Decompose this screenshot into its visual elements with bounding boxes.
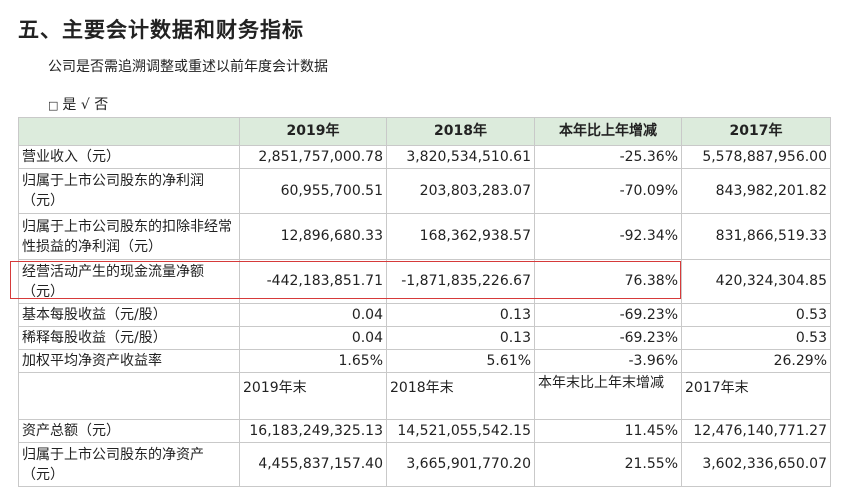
header-cell-change: 本年比上年增减 — [534, 117, 682, 146]
value-2018: -1,871,835,226.67 — [386, 259, 535, 304]
row-label: 归属于上市公司股东的净利润（元） — [18, 168, 240, 214]
value-2018: 14,521,055,542.15 — [386, 419, 535, 443]
value-2017: 0.53 — [681, 303, 831, 327]
row-label: 经营活动产生的现金流量净额（元） — [18, 259, 240, 304]
header-cell-2018: 2018年 — [386, 117, 535, 146]
table-row: 资产总额（元） 16,183,249,325.13 14,521,055,542… — [18, 419, 831, 443]
subheader-cell-2018: 2018年末 — [386, 372, 535, 420]
row-label: 加权平均净资产收益率 — [18, 349, 240, 373]
value-2017: 843,982,201.82 — [681, 168, 831, 214]
table-row: 营业收入（元） 2,851,757,000.78 3,820,534,510.6… — [18, 145, 831, 169]
value-change: -70.09% — [534, 168, 682, 214]
value-2017: 831,866,519.33 — [681, 213, 831, 260]
value-change: -92.34% — [534, 213, 682, 260]
value-2017: 5,578,887,956.00 — [681, 145, 831, 169]
value-2019: 60,955,700.51 — [239, 168, 387, 214]
value-2018: 5.61% — [386, 349, 535, 373]
value-2019: 0.04 — [239, 326, 387, 350]
question-text: 公司是否需追溯调整或重述以前年度会计数据 — [48, 59, 328, 75]
checkbox-icon: □ — [48, 99, 59, 112]
yes-no-option: □ 是 √ 否 — [48, 94, 108, 114]
subheader-cell-2019: 2019年末 — [239, 372, 387, 420]
value-2018: 3,665,901,770.20 — [386, 442, 535, 487]
table-row: 稀释每股收益（元/股） 0.04 0.13 -69.23% 0.53 — [18, 326, 831, 350]
row-label: 基本每股收益（元/股） — [18, 303, 240, 327]
financial-indicators-table: 2019年 2018年 本年比上年增减 2017年 营业收入（元） 2,851,… — [18, 117, 831, 487]
value-change: 21.55% — [534, 442, 682, 487]
value-2017: 420,324,304.85 — [681, 259, 831, 304]
value-2017: 0.53 — [681, 326, 831, 350]
header-cell-2017: 2017年 — [681, 117, 831, 146]
table-row: 基本每股收益（元/股） 0.04 0.13 -69.23% 0.53 — [18, 303, 831, 327]
value-2018: 0.13 — [386, 326, 535, 350]
row-label: 归属于上市公司股东的扣除非经常性损益的净利润（元） — [18, 213, 240, 260]
value-2017: 12,476,140,771.27 — [681, 419, 831, 443]
row-label: 资产总额（元） — [18, 419, 240, 443]
subheader-cell-2017: 2017年末 — [681, 372, 831, 420]
row-label: 营业收入（元） — [18, 145, 240, 169]
section-heading: 五、主要会计数据和财务指标 — [18, 18, 304, 42]
value-2019: 12,896,680.33 — [239, 213, 387, 260]
value-change: -69.23% — [534, 326, 682, 350]
value-change: -3.96% — [534, 349, 682, 373]
header-cell-label — [18, 117, 240, 146]
table-header-row: 2019年 2018年 本年比上年增减 2017年 — [18, 117, 831, 146]
table-row: 归属于上市公司股东的净资产（元） 4,455,837,157.40 3,665,… — [18, 442, 831, 487]
table-row: 归属于上市公司股东的净利润（元） 60,955,700.51 203,803,2… — [18, 168, 831, 214]
value-2019: -442,183,851.71 — [239, 259, 387, 304]
table-row: 归属于上市公司股东的扣除非经常性损益的净利润（元） 12,896,680.33 … — [18, 213, 831, 260]
value-change: -25.36% — [534, 145, 682, 169]
value-2019: 0.04 — [239, 303, 387, 327]
row-label: 稀释每股收益（元/股） — [18, 326, 240, 350]
subheader-cell-label — [18, 372, 240, 420]
header-cell-2019: 2019年 — [239, 117, 387, 146]
option-text: 是 √ 否 — [62, 97, 109, 113]
row-label: 归属于上市公司股东的净资产（元） — [18, 442, 240, 487]
value-2019: 4,455,837,157.40 — [239, 442, 387, 487]
subheader-row: 2019年末 2018年末 本年末比上年末增减 2017年末 — [18, 372, 831, 420]
value-2019: 16,183,249,325.13 — [239, 419, 387, 443]
table-row: 加权平均净资产收益率 1.65% 5.61% -3.96% 26.29% — [18, 349, 831, 373]
table-row-highlighted: 经营活动产生的现金流量净额（元） -442,183,851.71 -1,871,… — [18, 259, 831, 304]
value-2017: 3,602,336,650.07 — [681, 442, 831, 487]
value-2018: 3,820,534,510.61 — [386, 145, 535, 169]
value-2018: 168,362,938.57 — [386, 213, 535, 260]
value-2018: 203,803,283.07 — [386, 168, 535, 214]
value-2018: 0.13 — [386, 303, 535, 327]
value-2019: 2,851,757,000.78 — [239, 145, 387, 169]
value-2019: 1.65% — [239, 349, 387, 373]
value-change: 76.38% — [534, 259, 682, 304]
value-2017: 26.29% — [681, 349, 831, 373]
value-change: 11.45% — [534, 419, 682, 443]
subheader-cell-change: 本年末比上年末增减 — [534, 372, 682, 420]
value-change: -69.23% — [534, 303, 682, 327]
